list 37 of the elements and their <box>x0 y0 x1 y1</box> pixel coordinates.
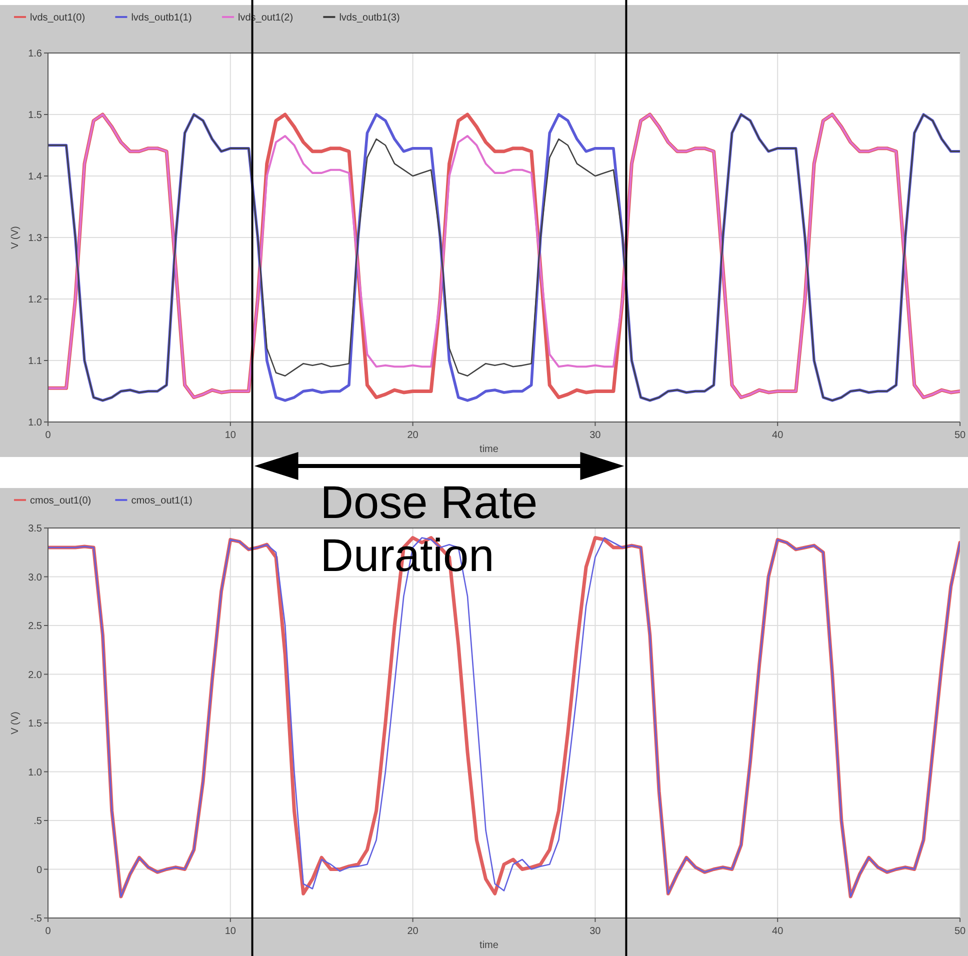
y-tick-label: 1.5 <box>28 110 42 121</box>
y-tick-label: 0 <box>36 864 42 876</box>
x-tick-label: 50 <box>954 926 966 937</box>
y-tick-label: 1.5 <box>28 718 42 730</box>
y-axis-title: V (V) <box>10 712 21 734</box>
x-tick-label: 0 <box>45 926 52 937</box>
y-tick-label: 1.4 <box>28 172 42 182</box>
y-tick-label: -.5 <box>30 914 42 924</box>
legend-label: cmos_out1(0) <box>30 496 92 506</box>
y-tick-label: 1.1 <box>28 356 42 367</box>
x-tick-label: 30 <box>590 430 602 441</box>
x-tick-label: 50 <box>954 430 966 441</box>
x-tick-label: 40 <box>772 926 784 937</box>
y-tick-label: 1.2 <box>28 294 42 306</box>
legend-label: lvds_outb1(1) <box>131 12 192 24</box>
legend-label: lvds_outb1(3) <box>339 12 400 24</box>
y-tick-label: 2.0 <box>28 670 42 681</box>
y-tick-label: 1.3 <box>28 233 42 244</box>
y-tick-label: 3.0 <box>28 572 42 584</box>
x-tick-label: 0 <box>45 430 52 441</box>
legend-label: lvds_out1(0) <box>30 12 86 24</box>
x-tick-label: 20 <box>407 430 419 441</box>
x-axis-title: time <box>480 444 499 455</box>
x-tick-label: 10 <box>224 430 236 441</box>
y-tick-label: .5 <box>34 816 42 827</box>
y-tick-label: 2.5 <box>28 621 42 632</box>
y-tick-label: 1.0 <box>28 418 42 428</box>
y-tick-label: 1.6 <box>28 48 42 60</box>
y-axis-title: V (V) <box>10 226 21 249</box>
y-tick-label: 1.0 <box>28 767 42 778</box>
x-tick-label: 40 <box>772 430 784 441</box>
x-tick-label: 10 <box>224 926 236 937</box>
legend-label: cmos_out1(1) <box>131 496 192 506</box>
x-axis-title: time <box>480 940 499 951</box>
x-tick-label: 20 <box>407 926 419 937</box>
y-tick-label: 3.5 <box>28 524 42 534</box>
x-tick-label: 30 <box>590 926 602 937</box>
